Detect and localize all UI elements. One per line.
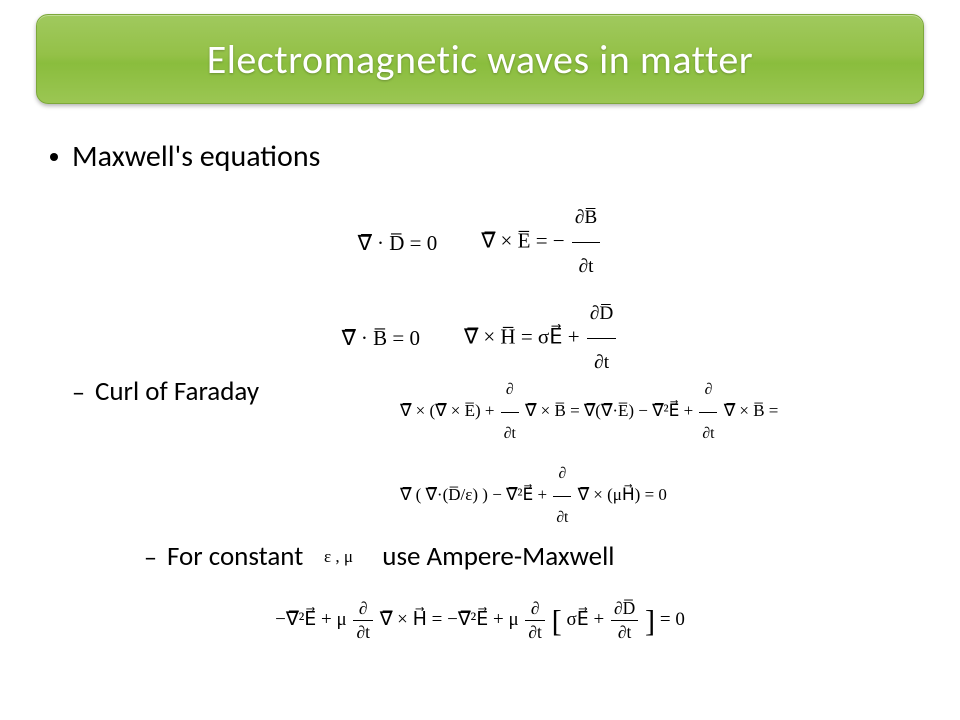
equation-faraday-curl-block: ∇̅ × (∇̅ × E̅) + ∂∂t ∇̅ × B̅ = ∇̅(∇̅·E̅)… — [400, 370, 778, 539]
slide-title-bar: Electromagnetic waves in matter — [36, 14, 924, 104]
bullet-for-constant: – For constant ε , μ use Ampere-Maxwell — [144, 540, 614, 573]
dash-text-suffix: use Ampere-Maxwell — [382, 540, 614, 573]
slide-body: Maxwell's equations — [38, 128, 922, 193]
dash-icon: – — [144, 544, 157, 570]
eq-div-b: ∇̅ · B̅ = 0 — [342, 313, 420, 363]
dash-text-prefix: For constant — [167, 540, 303, 573]
bullet-maxwells-equations: Maxwell's equations — [50, 138, 922, 175]
eq-faraday-line2: ∇̅ ( ∇̅·(D̅/ε) ) − ∇̅²E⃗ + ∂∂t ∇̅ × (μH⃗… — [400, 454, 778, 538]
bullet-icon — [50, 153, 58, 161]
eq-faraday-line1: ∇̅ × (∇̅ × E̅) + ∂∂t ∇̅ × B̅ = ∇̅(∇̅·E̅)… — [400, 370, 778, 454]
equation-maxwell-block: ∇̅ · D̅ = 0 ∇̅ × E̅ = − ∂B̅∂t ∇̅ · B̅ = … — [0, 195, 960, 386]
bullet-text: Maxwell's equations — [72, 138, 320, 175]
bullet-curl-of-faraday: – Curl of Faraday — [72, 375, 259, 408]
eq-div-d: ∇̅ · D̅ = 0 — [358, 218, 438, 268]
slide-title: Electromagnetic waves in matter — [207, 35, 754, 84]
dash-icon: – — [72, 379, 85, 405]
eq-wave: −∇̅²E⃗ + μ ∂∂t ∇̅ × H⃗ = −∇̅²E⃗ + μ ∂∂t … — [275, 609, 685, 630]
eq-curl-e: ∇̅ × E̅ = − ∂B̅∂t — [481, 195, 602, 291]
eq-eps-mu: ε , μ — [311, 547, 374, 567]
dash-text: Curl of Faraday — [95, 375, 259, 408]
equation-wave-block: −∇̅²E⃗ + μ ∂∂t ∇̅ × H⃗ = −∇̅²E⃗ + μ ∂∂t … — [0, 598, 960, 643]
